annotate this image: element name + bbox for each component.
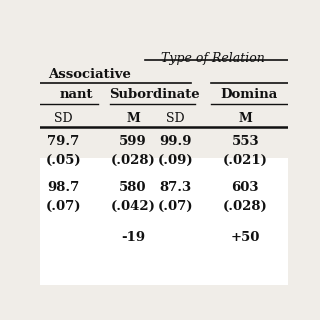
- Text: 79.7: 79.7: [47, 135, 79, 148]
- Bar: [40, 158, 288, 285]
- Text: (.028): (.028): [223, 200, 268, 213]
- Text: M: M: [238, 112, 252, 124]
- Text: -19: -19: [121, 231, 145, 244]
- Text: SD: SD: [54, 112, 73, 124]
- Text: (.028): (.028): [111, 154, 156, 167]
- Text: 599: 599: [119, 135, 147, 148]
- Text: (.07): (.07): [45, 200, 81, 213]
- Text: nant: nant: [60, 88, 93, 101]
- Text: 87.3: 87.3: [160, 181, 192, 194]
- Text: 99.9: 99.9: [159, 135, 192, 148]
- Text: (.021): (.021): [223, 154, 268, 167]
- Text: (.07): (.07): [158, 200, 193, 213]
- Text: M: M: [126, 112, 140, 124]
- Text: Type of Relation: Type of Relation: [161, 52, 265, 65]
- Text: (.09): (.09): [158, 154, 193, 167]
- Text: SD: SD: [166, 112, 185, 124]
- Text: (.05): (.05): [45, 154, 81, 167]
- Text: 98.7: 98.7: [47, 181, 79, 194]
- Text: 603: 603: [232, 181, 259, 194]
- Text: 553: 553: [232, 135, 259, 148]
- Text: Subordinate: Subordinate: [109, 88, 200, 101]
- Text: Domina: Domina: [220, 88, 278, 101]
- Text: +50: +50: [231, 231, 260, 244]
- Text: 580: 580: [119, 181, 147, 194]
- Text: Associative: Associative: [48, 68, 131, 81]
- Text: (.042): (.042): [111, 200, 156, 213]
